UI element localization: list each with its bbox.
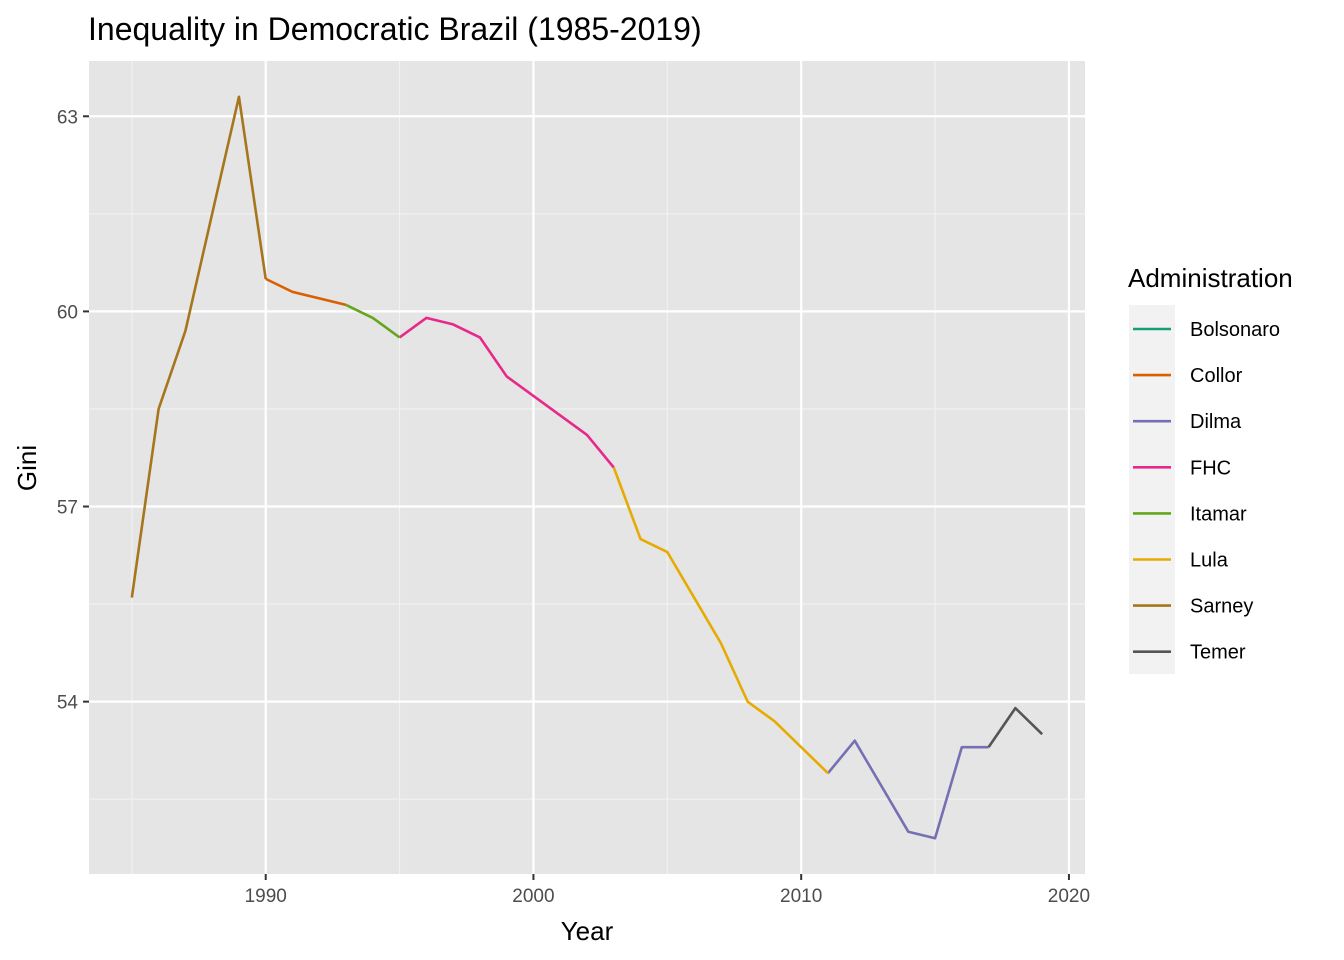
x-tick-label: 2000	[512, 886, 554, 907]
y-tick-label: 63	[57, 107, 78, 128]
series-line-lula	[612, 467, 829, 775]
y-tick-label: 60	[57, 302, 78, 323]
legend-key-background	[1129, 305, 1175, 674]
series-line-dilma	[826, 739, 989, 840]
legend: Administration Bolsonaro Collor Dilma FHC It…	[1128, 263, 1293, 674]
x-axis: 1990 2000 2010 2020	[245, 874, 1090, 907]
series-line-temer	[987, 706, 1044, 748]
legend-items: Bolsonaro Collor Dilma FHC Itamar Lula Sarney T…	[1133, 319, 1280, 664]
legend-label-lula: Lula	[1190, 550, 1229, 572]
series-line-sarney	[130, 95, 267, 598]
chart-title: Inequality in Democratic Brazil (1985-20…	[88, 11, 702, 47]
major-gridlines	[89, 61, 1085, 874]
series-lines	[130, 95, 1044, 840]
series-line-collor	[265, 277, 347, 307]
x-tick-label: 1990	[245, 886, 287, 907]
legend-label-collor: Collor	[1190, 365, 1243, 387]
x-tick-label: 2020	[1048, 886, 1090, 907]
plot-panel	[89, 61, 1085, 874]
legend-title: Administration	[1128, 263, 1293, 293]
legend-label-dilma: Dilma	[1190, 411, 1242, 433]
legend-label-temer: Temer	[1190, 642, 1246, 664]
y-axis-title: Gini	[12, 445, 42, 491]
x-tick-label: 2010	[780, 886, 822, 907]
legend-label-bolsonaro: Bolsonaro	[1190, 319, 1280, 341]
y-axis: 54 57 60 63	[57, 107, 89, 714]
series-line-fhc	[398, 316, 615, 469]
y-tick-label: 57	[57, 498, 78, 519]
legend-label-sarney: Sarney	[1190, 596, 1253, 618]
y-tick-label: 54	[57, 693, 79, 714]
x-axis-title: Year	[561, 916, 614, 946]
legend-label-itamar: Itamar	[1190, 503, 1247, 525]
series-line-itamar	[345, 303, 401, 339]
legend-label-fhc: FHC	[1190, 457, 1231, 479]
